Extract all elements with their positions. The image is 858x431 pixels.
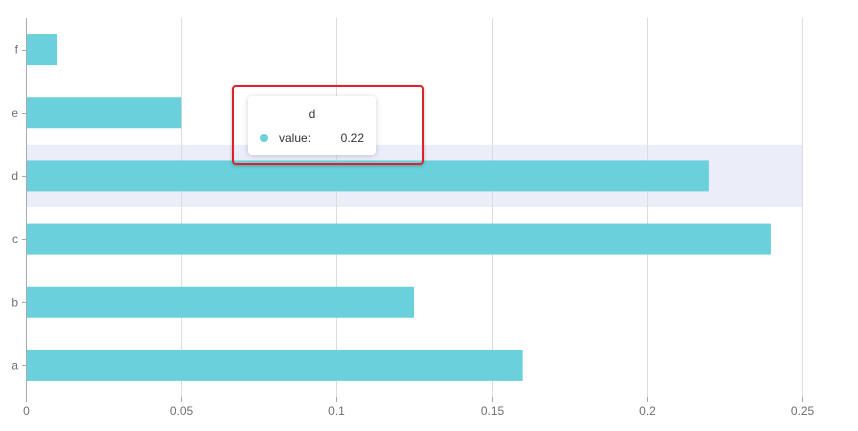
x-tick-label: 0.2 <box>639 404 656 418</box>
bar-f <box>26 34 58 66</box>
x-tick-label: 0.25 <box>791 404 815 418</box>
y-tick-label: c <box>12 232 18 246</box>
bar-d <box>26 160 709 192</box>
tooltip-marker-icon <box>260 134 268 142</box>
y-tick-label: a <box>11 358 18 372</box>
x-tick-label: 0.05 <box>170 404 194 418</box>
bar-c <box>26 223 771 255</box>
tooltip: d value: 0.22 <box>248 96 376 155</box>
x-tick-label: 0.15 <box>481 404 505 418</box>
tooltip-title: d <box>308 107 316 121</box>
y-tick-label: e <box>11 106 18 120</box>
y-tick-label: f <box>15 43 19 57</box>
tooltip-value: 0.22 <box>340 131 364 145</box>
bar-a <box>26 349 523 381</box>
bar-e <box>26 97 182 129</box>
tooltip-series-label: value: <box>279 131 312 145</box>
x-tick-label: 0 <box>23 404 30 418</box>
y-tick-label: b <box>11 295 18 309</box>
bar-b <box>26 286 414 318</box>
y-tick-label: d <box>11 169 18 183</box>
x-tick-label: 0.1 <box>328 404 345 418</box>
